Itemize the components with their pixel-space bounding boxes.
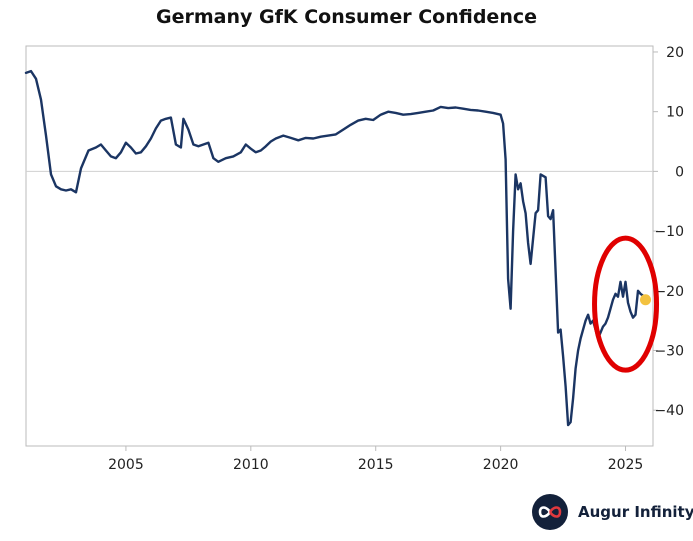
y-tick-label: −30 <box>654 343 684 359</box>
y-tick-label: 20 <box>666 45 684 61</box>
x-tick-label: 2020 <box>483 457 519 473</box>
x-tick-label: 2025 <box>608 457 644 473</box>
series-line <box>24 69 645 427</box>
plot-frame <box>25 45 654 447</box>
chart-annotations <box>592 235 660 373</box>
y-tick-label: 0 <box>675 164 684 180</box>
chart-axes <box>25 45 654 447</box>
y-tick-label: 10 <box>666 105 684 121</box>
highlight-point <box>640 294 652 306</box>
x-tick-label: 2005 <box>108 457 144 473</box>
y-tick-label: −40 <box>654 403 684 419</box>
x-tick-label: 2015 <box>358 457 394 473</box>
x-tick-label: 2010 <box>233 457 269 473</box>
chart-series <box>24 69 652 427</box>
brand: Augur Infinity <box>532 494 693 530</box>
highlight-circle <box>592 235 660 373</box>
infinity-icon <box>532 494 568 530</box>
y-tick-label: −10 <box>654 224 684 240</box>
chart-title: Germany GfK Consumer Confidence <box>156 6 537 28</box>
brand-name: Augur Infinity <box>578 503 693 521</box>
y-tick-label: −20 <box>654 284 684 300</box>
